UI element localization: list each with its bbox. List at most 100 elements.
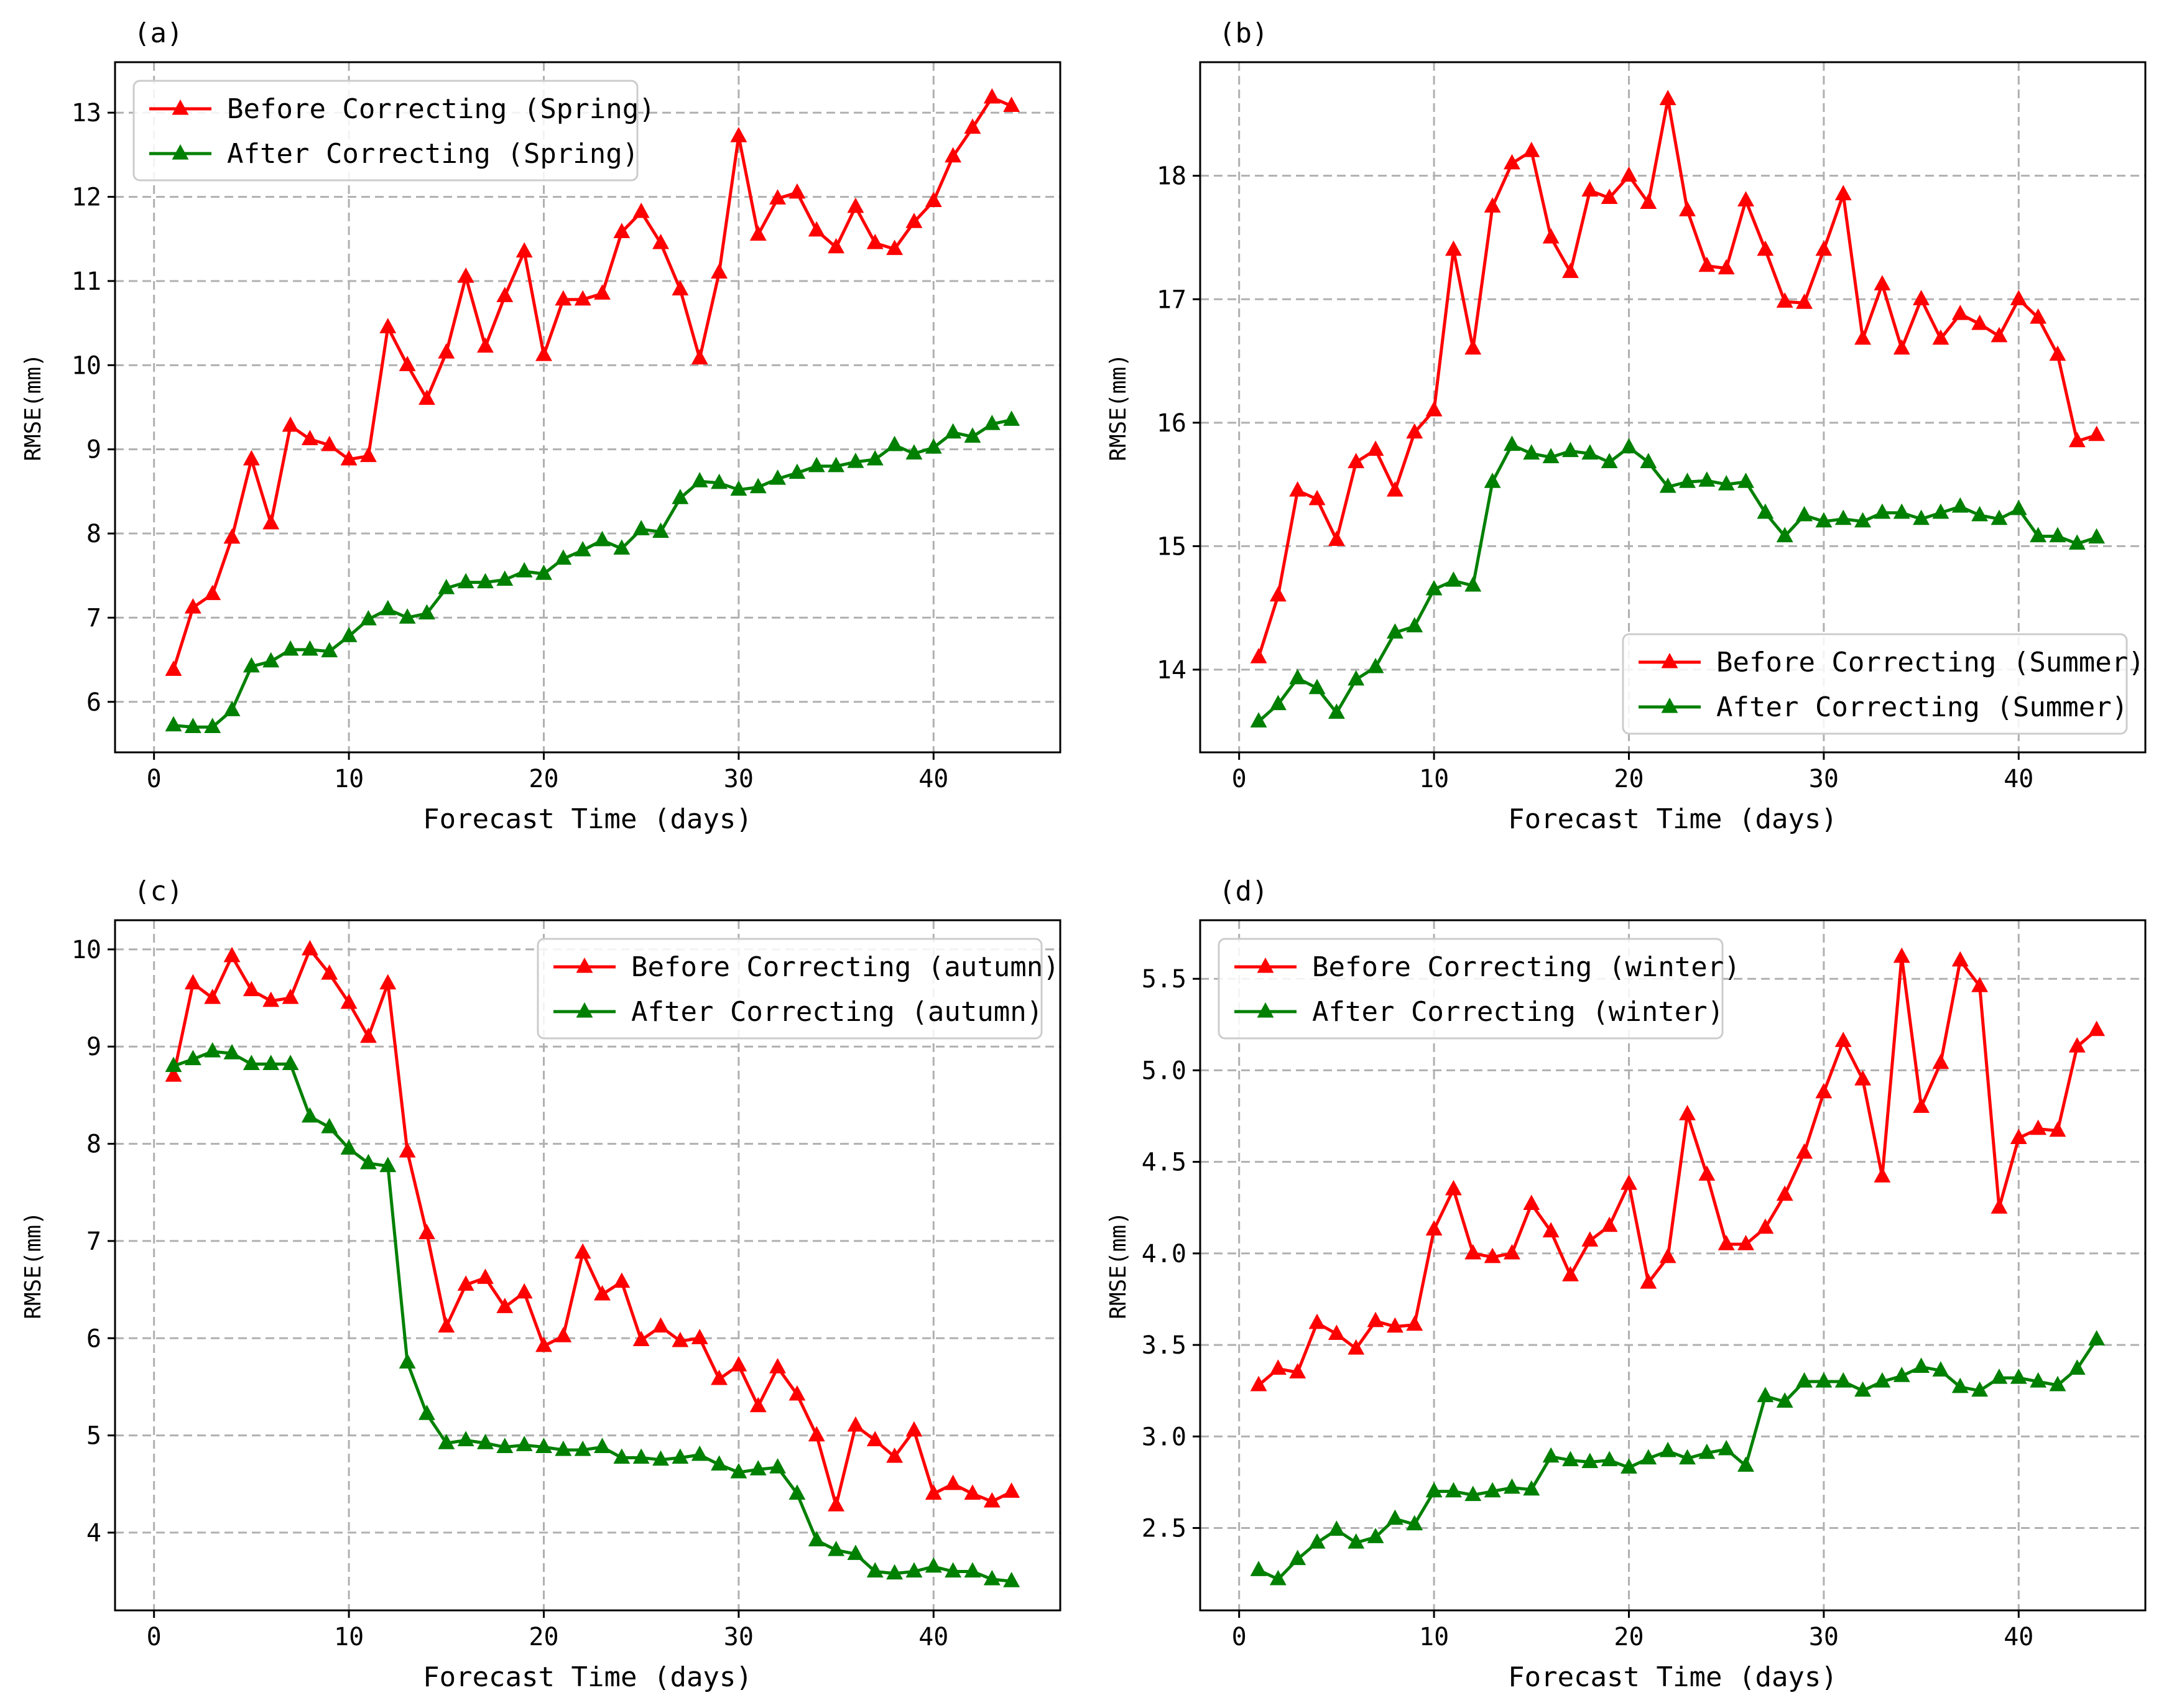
data-point-marker <box>1250 1375 1267 1392</box>
data-point-marker <box>1542 1222 1560 1238</box>
data-point-marker <box>418 1405 435 1420</box>
data-point-marker <box>1796 1143 1813 1159</box>
data-point-marker <box>1659 1441 1676 1457</box>
data-point-marker <box>438 578 455 594</box>
data-point-marker <box>1308 1313 1326 1329</box>
data-point-marker <box>652 1450 669 1466</box>
legend-entry: Before Correcting (Summer) <box>1716 647 2145 678</box>
data-point-marker <box>808 1531 825 1547</box>
data-point-marker <box>847 1544 864 1560</box>
data-point-marker <box>477 1268 494 1284</box>
data-point-marker <box>1464 339 1482 355</box>
data-point-marker <box>1679 1449 1696 1465</box>
legend-marker <box>576 1002 593 1018</box>
data-point-marker <box>2049 1121 2066 1137</box>
data-point-marker <box>1737 1456 1754 1472</box>
data-point-marker <box>243 450 260 466</box>
data-point-marker <box>672 489 689 504</box>
y-tick-label: 10 <box>72 351 101 380</box>
data-point-marker <box>535 346 552 361</box>
data-point-marker <box>749 225 767 241</box>
data-point-marker <box>1698 256 1716 272</box>
data-point-marker <box>945 1562 962 1578</box>
y-tick-label: 4.0 <box>1142 1240 1186 1268</box>
data-point-marker <box>1269 1359 1287 1375</box>
data-point-marker <box>1621 438 1637 454</box>
data-point-marker <box>477 1434 494 1449</box>
data-point-marker <box>925 1557 942 1573</box>
data-point-marker <box>262 652 280 668</box>
data-point-marker <box>1659 1247 1676 1263</box>
data-point-marker <box>1679 1105 1696 1120</box>
data-point-marker <box>1815 1083 1833 1099</box>
data-point-marker <box>1003 1482 1020 1498</box>
data-point-marker <box>2030 1119 2047 1135</box>
y-tick-label: 8 <box>86 1130 101 1159</box>
legend-entry: After Correcting (Summer) <box>1716 691 2128 723</box>
y-tick-label: 4 <box>86 1519 101 1548</box>
data-point-marker <box>574 290 591 306</box>
data-point-marker <box>730 1462 747 1479</box>
data-point-marker <box>1854 329 1872 345</box>
x-axis-label: Forecast Time (days) <box>423 1661 752 1693</box>
data-point-marker <box>1464 1244 1482 1260</box>
data-point-marker <box>282 640 299 656</box>
data-point-marker <box>828 456 845 473</box>
legend-entry: After Correcting (Spring) <box>227 138 639 170</box>
data-point-marker <box>2049 345 2066 361</box>
plot-frame <box>114 919 1061 1612</box>
data-point-marker <box>983 88 1001 104</box>
data-point-marker <box>1504 435 1520 451</box>
data-point-marker <box>886 435 904 451</box>
data-point-marker <box>1250 712 1267 727</box>
data-point-marker <box>1289 481 1306 497</box>
data-point-marker <box>1991 326 2008 343</box>
data-point-marker <box>711 1455 728 1471</box>
data-point-marker <box>1854 512 1872 528</box>
data-point-marker <box>574 541 591 556</box>
data-point-marker <box>905 444 923 460</box>
legend-marker <box>172 144 189 160</box>
data-point-marker <box>1796 293 1813 309</box>
data-point-marker <box>1269 1569 1287 1586</box>
data-point-marker <box>1484 1247 1501 1263</box>
y-tick-label: 9 <box>86 1033 101 1061</box>
data-point-marker <box>1874 1167 1891 1183</box>
data-point-marker <box>340 993 358 1009</box>
data-point-marker <box>964 118 981 134</box>
x-tick-label: 20 <box>1614 1623 1644 1651</box>
data-point-marker <box>808 221 825 237</box>
data-point-marker <box>1932 503 1949 519</box>
data-point-marker <box>1308 678 1326 695</box>
data-point-marker <box>1425 579 1443 596</box>
y-tick-label: 14 <box>1157 656 1186 685</box>
data-point-marker <box>1834 1032 1852 1047</box>
data-point-marker <box>945 1474 962 1490</box>
legend-marker <box>1661 652 1678 668</box>
data-point-marker <box>925 438 942 454</box>
data-point-marker <box>1484 1482 1501 1498</box>
data-point-marker <box>555 1327 572 1342</box>
data-point-marker <box>1542 1447 1560 1463</box>
data-point-marker <box>1445 240 1462 256</box>
data-point-marker <box>788 1385 806 1401</box>
data-point-marker <box>1951 497 1969 513</box>
data-point-marker <box>1250 648 1267 663</box>
data-point-marker <box>1932 1361 1949 1377</box>
data-point-marker <box>769 189 787 205</box>
data-point-marker <box>321 642 338 658</box>
data-point-marker <box>204 1042 221 1058</box>
data-point-marker <box>1484 197 1501 213</box>
data-point-marker <box>262 514 280 530</box>
data-point-marker <box>808 1426 825 1442</box>
data-point-marker <box>905 1421 923 1437</box>
data-point-marker <box>1893 339 1910 355</box>
data-point-marker <box>223 528 241 544</box>
data-point-marker <box>1913 290 1930 305</box>
x-tick-label: 30 <box>724 765 754 793</box>
panel-a: 0 10 20 30 40 6 7 8 9 10 11 12 13 (a) Forecast Time (d… <box>21 17 1061 835</box>
y-tick-label: 6 <box>86 688 101 717</box>
data-point-marker <box>672 1448 689 1464</box>
series-line-before <box>1257 98 2097 658</box>
data-point-marker <box>1464 576 1482 592</box>
